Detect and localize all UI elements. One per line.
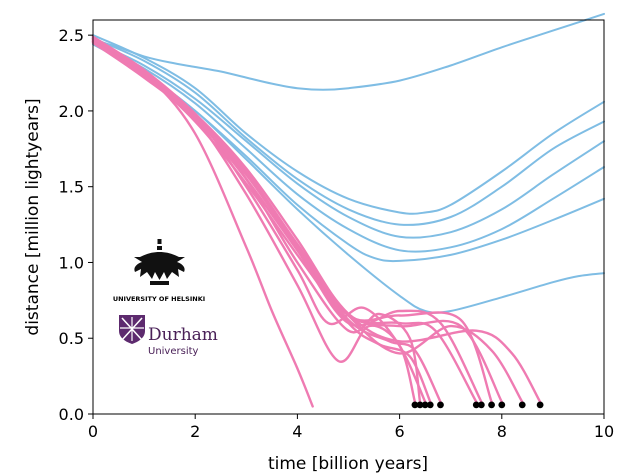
merger-point	[416, 401, 424, 409]
x-tick-label: 10	[594, 422, 614, 441]
plot-frame	[92, 19, 605, 415]
merger-point	[437, 401, 444, 409]
merger-point	[411, 401, 419, 409]
durham-logo-name: Durham	[148, 325, 218, 345]
merger-point	[477, 401, 485, 409]
helsinki-logo: UNIVERSITY OF HELSINKI	[113, 239, 205, 303]
x-axis-label: time [billion years]	[268, 454, 428, 474]
y-tick-label: 2.5	[59, 26, 84, 45]
receding-trajectory-line	[92, 40, 605, 239]
series-layer	[91, 12, 605, 408]
merger-point	[426, 401, 434, 409]
y-tick-label: 1.0	[59, 253, 84, 272]
receding-trajectory-line	[92, 37, 605, 226]
receding-trajectory-line	[92, 41, 605, 253]
merger-point	[536, 401, 544, 409]
merger-point	[472, 401, 480, 409]
merger-points	[411, 401, 544, 409]
y-axis-label: distance [million lightyears]	[23, 98, 43, 335]
merging-trajectory-line	[91, 40, 422, 404]
y-tick-label: 0.0	[59, 405, 84, 424]
merger-point	[488, 401, 495, 409]
merging-trajectory-line	[91, 37, 417, 404]
receding-trajectory-line	[92, 41, 605, 314]
merger-point	[498, 401, 506, 409]
axis-ticks: 0 2 4 6 8 10 0.0 0.5 1.0 1.5 2.0 2.5	[59, 26, 615, 441]
merging-trajectory-line	[91, 35, 542, 404]
x-tick-label: 4	[292, 422, 302, 441]
y-tick-label: 0.5	[59, 329, 84, 348]
merger-point	[421, 401, 429, 409]
y-tick-label: 2.0	[59, 102, 84, 121]
helsinki-emblem	[134, 239, 185, 285]
helsinki-logo-text: UNIVERSITY OF HELSINKI	[113, 295, 205, 303]
x-tick-label: 8	[497, 422, 507, 441]
receding-trajectory-line	[92, 12, 605, 91]
x-tick-label: 0	[88, 422, 98, 441]
durham-logo: Durham University	[119, 315, 218, 357]
merger-point	[518, 401, 526, 409]
durham-logo-subtitle: University	[148, 346, 199, 357]
x-tick-label: 6	[395, 422, 405, 441]
y-tick-label: 1.5	[59, 178, 84, 197]
receding-trajectory-line	[92, 34, 605, 215]
x-tick-label: 2	[190, 422, 200, 441]
merging-trajectory-line	[91, 40, 427, 404]
